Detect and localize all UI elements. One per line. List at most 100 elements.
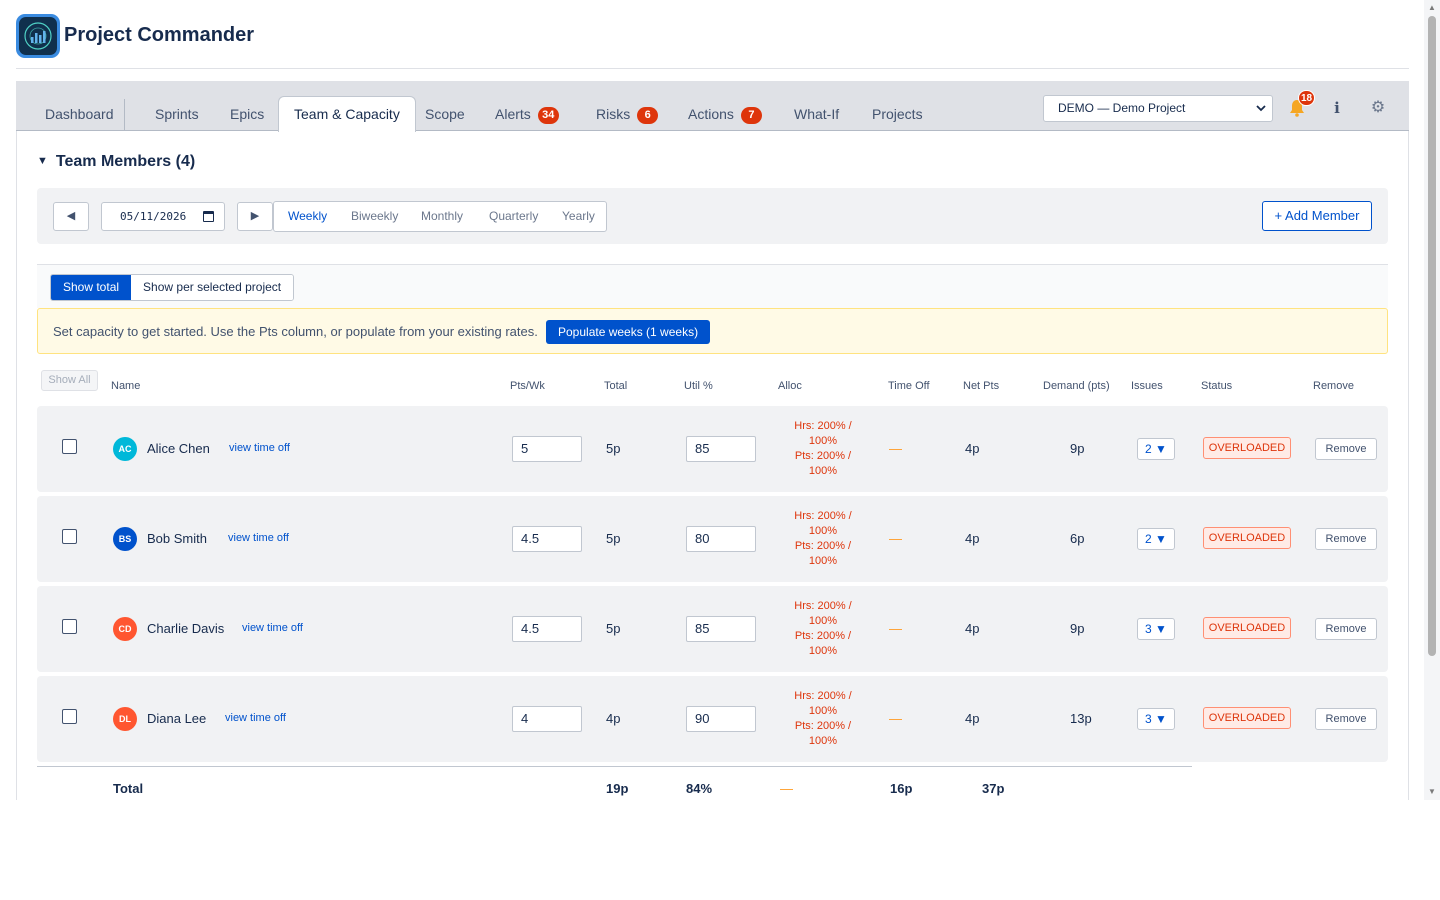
util-input[interactable]: 85 <box>686 436 756 462</box>
row-checkbox[interactable] <box>62 709 77 724</box>
remove-button[interactable]: Remove <box>1315 618 1377 640</box>
pts-wk-input[interactable]: 4 <box>512 706 582 732</box>
remove-button[interactable]: Remove <box>1315 438 1377 460</box>
alloc-pts: Pts: 200% / 100% <box>794 540 852 567</box>
period-biweekly[interactable]: Biweekly <box>351 209 399 223</box>
view-toggle: Show total Show per selected project <box>50 274 295 301</box>
chevron-down-icon <box>1256 96 1266 131</box>
tab-risks[interactable]: Risks 6 <box>596 97 659 131</box>
triangle-left-icon: ◀ <box>66 210 76 222</box>
alloc-pts: Pts: 200% / 100% <box>794 450 852 477</box>
info-button[interactable]: i <box>1326 97 1348 119</box>
project-select[interactable]: DEMO — Demo Project <box>1043 95 1273 122</box>
tab-scope[interactable]: Scope <box>425 97 465 131</box>
alloc-hrs: Hrs: 200% / 100% <box>794 690 852 717</box>
tab-label: What-If <box>794 106 840 122</box>
remove-button[interactable]: Remove <box>1315 528 1377 550</box>
section-header[interactable]: ▼ Team Members (4) <box>37 153 195 171</box>
scroll-up-icon[interactable]: ▲ <box>1428 3 1436 12</box>
col-header-util: Util % <box>684 380 713 392</box>
risks-count-badge: 6 <box>637 107 659 124</box>
actions-count-badge: 7 <box>740 107 762 124</box>
view-time-off-link[interactable]: view time off <box>225 712 286 724</box>
project-select-value: DEMO — Demo Project <box>1058 101 1186 115</box>
demand-pts: 9p <box>1070 621 1085 636</box>
avatar: BS <box>113 527 137 551</box>
util-input[interactable]: 80 <box>686 526 756 552</box>
status-badge: OVERLOADED <box>1203 527 1291 549</box>
view-time-off-link[interactable]: view time off <box>242 622 303 634</box>
demand-pts: 6p <box>1070 531 1085 546</box>
tab-projects[interactable]: Projects <box>872 97 923 131</box>
populate-weeks-button[interactable]: Populate weeks (1 weeks) <box>546 320 711 344</box>
tab-what-if[interactable]: What-If <box>794 97 839 131</box>
tab-team-capacity[interactable]: Team & Capacity <box>278 96 416 132</box>
tab-epics[interactable]: Epics <box>230 97 264 131</box>
remove-button[interactable]: Remove <box>1315 708 1377 730</box>
pts-wk-input[interactable]: 4.5 <box>512 526 582 552</box>
member-name: Bob Smith <box>147 531 207 546</box>
period-quarterly[interactable]: Quarterly <box>489 209 539 223</box>
row-checkbox[interactable] <box>62 529 77 544</box>
member-name: Diana Lee <box>147 711 207 726</box>
show-total-button[interactable]: Show total <box>51 275 132 300</box>
notifications-button[interactable]: 18 <box>1286 90 1315 119</box>
view-toggle-bar: Show total Show per selected project <box>37 264 1388 308</box>
col-header-alloc: Alloc <box>778 380 802 392</box>
show-all-button[interactable]: Show All <box>41 370 98 391</box>
add-member-button[interactable]: + Add Member <box>1262 201 1372 231</box>
issues-dropdown[interactable]: 2 ▼ <box>1137 528 1175 550</box>
tab-label: Projects <box>872 106 923 122</box>
alloc-pts: Pts: 200% / 100% <box>794 720 852 747</box>
tab-sprints[interactable]: Sprints <box>155 97 199 131</box>
show-per-project-button[interactable]: Show per selected project <box>131 275 294 300</box>
row-checkbox[interactable] <box>62 619 77 634</box>
util-input[interactable]: 90 <box>686 706 756 732</box>
alloc-info: Hrs: 200% / 100% Pts: 200% / 100% <box>783 419 863 479</box>
pts-wk-input[interactable]: 5 <box>512 436 582 462</box>
scrollbar-thumb[interactable] <box>1428 16 1436 656</box>
settings-button[interactable]: ⚙ <box>1367 97 1389 119</box>
time-off-value: — <box>889 711 902 726</box>
prev-period-button[interactable]: ◀ <box>53 202 89 231</box>
view-time-off-link[interactable]: view time off <box>229 442 290 454</box>
scroll-down-icon[interactable]: ▼ <box>1428 787 1436 796</box>
period-controls: ◀ 05/11/2026 ▶ Weekly Biweekly Monthly Q… <box>37 188 1388 244</box>
notice-text: Set capacity to get started. Use the Pts… <box>53 324 538 339</box>
info-icon: i <box>1334 99 1340 117</box>
demand-pts: 13p <box>1070 711 1092 726</box>
pts-wk-input[interactable]: 4.5 <box>512 616 582 642</box>
period-weekly[interactable]: Weekly <box>288 209 328 223</box>
table-row: BS Bob Smith view time off 4.5 5p 80 Hrs… <box>37 496 1388 582</box>
tab-alerts[interactable]: Alerts 34 <box>495 97 559 131</box>
totals-demand: 37p <box>982 781 1005 796</box>
totals-divider <box>37 766 1192 767</box>
util-input[interactable]: 85 <box>686 616 756 642</box>
alloc-hrs: Hrs: 200% / 100% <box>794 510 852 537</box>
row-checkbox[interactable] <box>62 439 77 454</box>
view-time-off-link[interactable]: view time off <box>228 532 289 544</box>
tab-dashboard[interactable]: Dashboard <box>45 97 114 131</box>
issues-dropdown[interactable]: 3 ▼ <box>1137 618 1175 640</box>
date-input[interactable]: 05/11/2026 <box>101 202 225 231</box>
alloc-info: Hrs: 200% / 100% Pts: 200% / 100% <box>783 599 863 659</box>
period-yearly[interactable]: Yearly <box>562 209 595 223</box>
next-period-button[interactable]: ▶ <box>237 202 273 231</box>
issues-dropdown[interactable]: 3 ▼ <box>1137 708 1175 730</box>
tab-label: Team & Capacity <box>294 106 400 122</box>
total-pts: 5p <box>606 621 621 636</box>
net-pts: 4p <box>965 531 980 546</box>
tab-label: Scope <box>425 106 465 122</box>
tab-actions[interactable]: Actions 7 <box>688 97 762 131</box>
period-monthly[interactable]: Monthly <box>421 209 464 223</box>
member-name: Charlie Davis <box>147 621 225 636</box>
app-header: Project Commander <box>16 12 1409 69</box>
totals-label: Total <box>113 781 144 796</box>
calendar-icon[interactable] <box>203 211 214 222</box>
page-scrollbar[interactable]: ▲ ▼ <box>1424 0 1440 800</box>
issues-dropdown[interactable]: 2 ▼ <box>1137 438 1175 460</box>
section-title: Team Members (4) <box>55 153 196 170</box>
total-pts: 5p <box>606 531 621 546</box>
tab-label: Epics <box>230 106 265 122</box>
tab-label: Dashboard <box>45 106 114 122</box>
